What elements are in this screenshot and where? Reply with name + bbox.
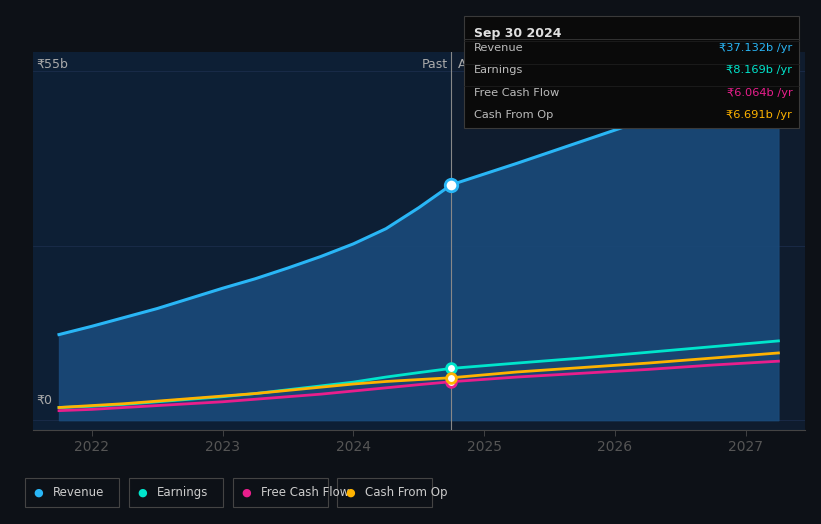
Text: ₹0: ₹0 xyxy=(37,394,53,407)
Text: Revenue: Revenue xyxy=(53,486,104,499)
Text: ●: ● xyxy=(241,487,251,498)
Text: Cash From Op: Cash From Op xyxy=(365,486,447,499)
Bar xyxy=(33,52,452,430)
Text: ●: ● xyxy=(346,487,355,498)
Text: ●: ● xyxy=(137,487,147,498)
Text: Earnings: Earnings xyxy=(157,486,209,499)
Text: Free Cash Flow: Free Cash Flow xyxy=(261,486,350,499)
Text: ●: ● xyxy=(33,487,43,498)
Text: Past: Past xyxy=(421,58,447,71)
Text: ₹6.691b /yr: ₹6.691b /yr xyxy=(727,110,792,120)
Text: ₹55b: ₹55b xyxy=(37,58,69,71)
Text: Sep 30 2024: Sep 30 2024 xyxy=(474,27,562,40)
Text: ₹8.169b /yr: ₹8.169b /yr xyxy=(727,66,792,75)
Bar xyxy=(452,52,805,430)
Text: Free Cash Flow: Free Cash Flow xyxy=(474,88,559,97)
Text: Cash From Op: Cash From Op xyxy=(474,110,553,120)
Text: Revenue: Revenue xyxy=(474,43,523,53)
Text: Earnings: Earnings xyxy=(474,66,523,75)
Text: ₹6.064b /yr: ₹6.064b /yr xyxy=(727,88,792,97)
Text: Analysts Forecasts: Analysts Forecasts xyxy=(457,58,574,71)
Text: ₹37.132b /yr: ₹37.132b /yr xyxy=(719,43,792,53)
